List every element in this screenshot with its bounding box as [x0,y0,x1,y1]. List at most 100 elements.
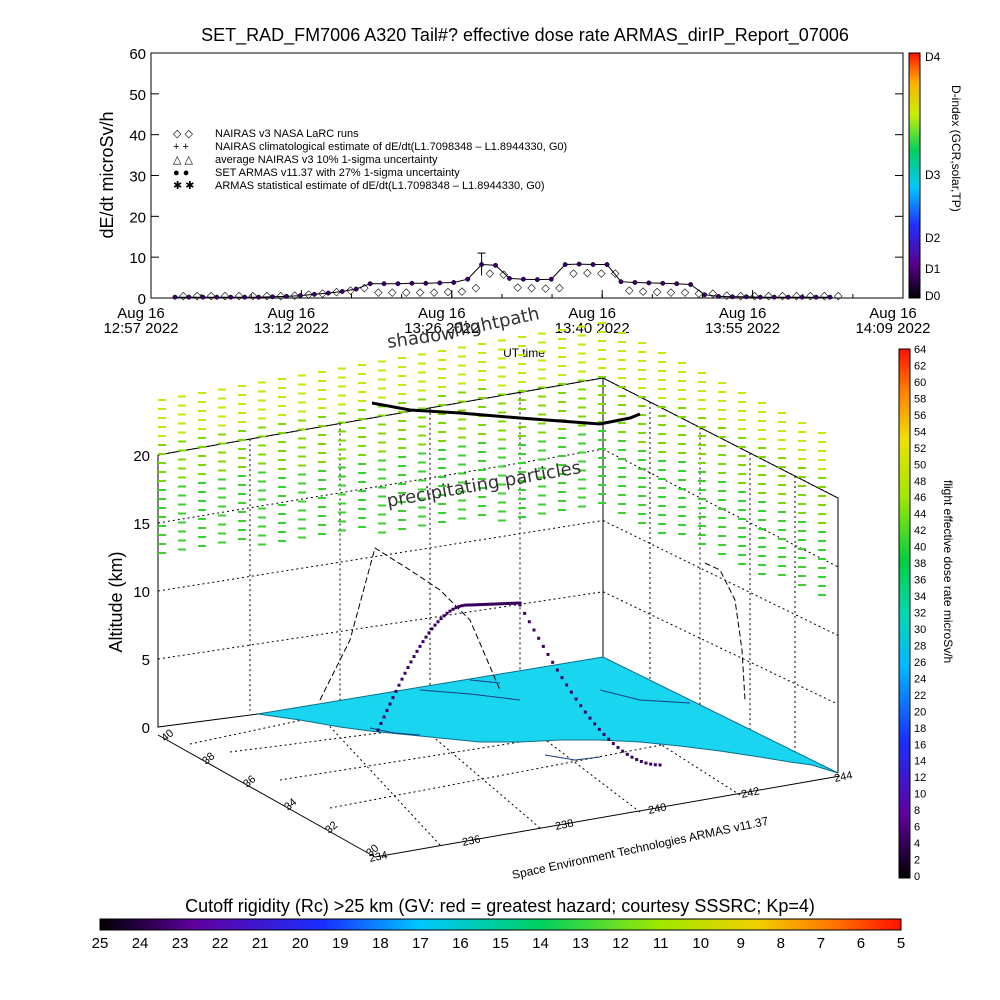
cutoff-tick-label: 8 [777,935,785,952]
armas-dose-point [785,294,791,300]
flightpath-point [501,602,504,606]
flightpath-point [481,603,484,606]
nairas-diamond-point: ◇ [764,290,773,302]
floor-gridline [309,704,441,846]
flightpath-point [518,603,522,607]
dose-rate-tick-label: 20 [914,706,926,718]
longitude-tick-label: 244 [833,769,853,785]
armas-dose-point [465,276,471,282]
nairas-diamond-point: ◇ [360,282,369,294]
nairas-diamond-point: ◇ [486,268,495,280]
legend-entry: NAIRAS v3 NASA LaRC runs [215,128,359,140]
dose-rate-tick-label: 48 [914,476,926,488]
flightpath-point [649,762,653,766]
armas-dose-point [507,275,512,281]
flightpath-point [460,604,464,608]
flightpath-point [397,683,401,687]
armas-dose-point [618,279,624,285]
armas-dose-point [228,294,234,300]
armas-dose-point [242,294,248,300]
cutoff-tick-label: 14 [532,935,549,952]
nairas-diamond-point: ◇ [709,288,718,300]
flightpath-point [483,602,487,606]
armas-dose-point [576,261,582,267]
armas-dose-point [534,277,540,283]
armas-dose-point [437,280,443,286]
nairas-diamond-point: ◇ [667,286,676,298]
nairas-diamond-point: ◇ [318,287,327,299]
annotation-shadow: shadow [386,323,457,353]
cutoff-tick-label: 6 [857,935,865,952]
precipitating-particles-field [158,322,826,596]
altitude-gridline [157,591,604,660]
flightpath-point [491,602,494,606]
flightpath-point [436,620,440,624]
flightpath-point [433,623,437,627]
timeseries-x-label: UT time [503,346,545,360]
nairas-diamond-point: ◇ [806,290,815,302]
flightpath-point [442,614,446,618]
chart-title: SET_RAD_FM7006 A320 Tail#? effective dos… [201,25,849,46]
dose-rate-tick-label: 6 [914,822,920,834]
dose-rate-tick-label: 52 [914,443,926,455]
timeseries-x-tick-date: Aug 16 [568,305,616,322]
nairas-diamond-point: ◇ [179,290,188,302]
armas-dose-point [799,294,805,300]
flightpath-point [588,716,592,720]
flightpath-point [418,644,422,648]
cutoff-tick-label: 18 [372,935,389,952]
dose-rate-tick-label: 14 [914,756,926,768]
armas-dose-point [451,280,457,285]
flightpath-point [607,737,611,741]
nairas-diamond-point: ◇ [681,287,690,299]
nairas-diamond-point: ◇ [263,290,272,302]
dose-rate-tick-label: 42 [914,525,926,537]
flightpath-point [471,603,474,607]
timeseries-x-tick-time: 13:26 2022 [404,320,479,337]
armas-dose-point [590,262,596,267]
nairas-diamond-point: ◇ [207,290,216,302]
dose-rate-tick-label: 58 [914,393,926,405]
latitude-tick-label: 34 [282,796,299,813]
dose-rate-tick-label: 28 [914,640,926,652]
armas-dose-point [813,294,819,300]
armas-dose-point [771,294,777,300]
nairas-diamond-point: ◇ [290,289,299,301]
timeseries-y-tick-label: 10 [129,250,146,267]
d-index-tick-label: D3 [925,168,941,182]
cutoff-tick-label: 23 [172,935,189,952]
armas-dose-point [743,294,749,300]
dose-rate-tick-label: 24 [914,673,926,685]
nairas-diamond-point: ◇ [820,290,829,302]
nairas-diamond-point: ◇ [332,286,341,298]
dose-rate-tick-label: 54 [914,426,926,438]
armas-dose-point [646,280,652,286]
flightpath-point [382,715,386,719]
flightpath-point [579,704,583,708]
cutoff-tick-label: 12 [612,935,629,952]
legend-symbol: + + [173,141,189,153]
nairas-diamond-point: ◇ [458,285,467,297]
timeseries-y-label: dE/dt microSv/h [97,111,117,238]
legend-entry: average NAIRAS v3 10% 1-sigma uncertaint… [215,154,438,166]
armas-dose-point [674,281,680,287]
flightpath-point [635,758,639,762]
altitude-gridline [602,520,839,636]
nairas-diamond-point: ◇ [193,290,202,302]
flightpath-point [488,602,492,606]
timeseries-x-tick-time: 12:57 2022 [103,320,178,337]
dose-rate-colorbar [898,348,911,879]
flightpath-point [409,660,413,664]
armas-dose-point [716,293,721,299]
flightpath-point [506,602,509,605]
legend-entry: NAIRAS climatological estimate of dE/dt(… [215,141,567,153]
dose-rate-tick-label: 26 [914,657,926,669]
altitude-tick-label: 0 [142,720,150,737]
altitude-gridline [157,520,604,592]
armas-dose-point [757,294,763,300]
cutoff-rigidity-colorbar [99,918,902,931]
longitude-tick-label: 236 [461,833,481,849]
timeseries-x-tick-date: Aug 16 [268,305,316,322]
